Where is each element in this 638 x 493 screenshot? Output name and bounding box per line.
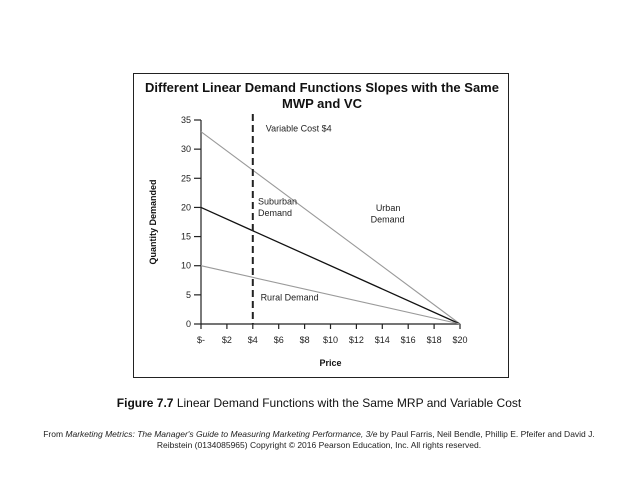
y-tick-label: 25	[181, 173, 191, 183]
y-tick-label: 5	[186, 290, 191, 300]
x-tick-label: $8	[300, 335, 310, 345]
chart-annotation: Variable Cost $4	[266, 124, 332, 134]
series-line	[200, 131, 461, 325]
figure-caption: Figure 7.7 Linear Demand Functions with …	[0, 396, 638, 410]
x-tick-label: $10	[323, 335, 338, 345]
x-axis-label: Price	[319, 358, 341, 368]
x-tick-label: $20	[452, 335, 467, 345]
x-tick-label: $4	[248, 335, 258, 345]
x-tick-label: $-	[197, 335, 205, 345]
x-tick-label: $16	[401, 335, 416, 345]
source-book-title: Marketing Metrics: The Manager's Guide t…	[65, 429, 378, 439]
source-suffix: by Paul Farris, Neil Bendle, Phillip E. …	[156, 429, 595, 450]
chart-frame: Different Linear Demand Functions Slopes…	[133, 73, 509, 378]
y-tick-label: 20	[181, 202, 191, 212]
figure-number: Figure 7.7	[116, 396, 174, 410]
chart-annotation: Suburban	[258, 197, 297, 207]
chart-title: Different Linear Demand Functions Slopes…	[145, 80, 499, 111]
x-tick-label: $6	[274, 335, 284, 345]
series-line	[200, 206, 461, 325]
x-tick-label: $18	[427, 335, 442, 345]
y-tick-label: 30	[181, 144, 191, 154]
chart-annotation: Rural Demand	[261, 293, 319, 303]
source-prefix: From	[43, 429, 66, 439]
y-axis-label: Quantity Demanded	[148, 179, 158, 264]
y-tick-label: 35	[181, 115, 191, 125]
chart-annotation: Demand	[258, 208, 292, 218]
x-tick-label: $12	[349, 335, 364, 345]
x-tick-label: $14	[375, 335, 390, 345]
line-chart: 0 5 10 15 20 25 30 35 $- $2 $4 $6 $8 $10 $12 $14 $16 $18 $…	[148, 114, 468, 368]
x-tick-label: $2	[222, 335, 232, 345]
chart-annotation: Demand	[371, 215, 405, 225]
y-tick-label: 15	[181, 232, 191, 242]
chart-annotation: Urban	[376, 203, 401, 213]
y-tick-label: 10	[181, 261, 191, 271]
y-tick-label: 0	[186, 319, 191, 329]
figure-caption-text: Linear Demand Functions with the Same MR…	[176, 396, 522, 410]
source-note: From Marketing Metrics: The Manager's Gu…	[40, 429, 598, 451]
series-line	[200, 265, 461, 325]
